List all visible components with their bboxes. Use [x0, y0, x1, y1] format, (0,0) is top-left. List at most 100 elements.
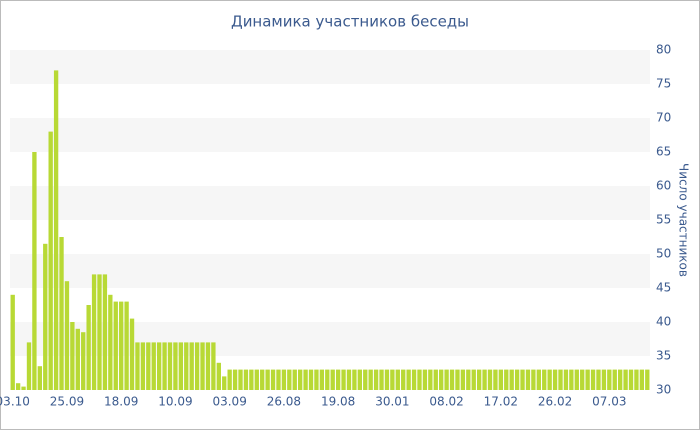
bar	[390, 369, 395, 390]
bar	[222, 376, 227, 390]
grid-band	[10, 186, 650, 220]
x-tick-label: 17.02	[484, 395, 518, 409]
bar	[70, 322, 75, 390]
bar	[287, 369, 292, 390]
y-tick-label: 80	[656, 43, 671, 57]
bar	[232, 369, 238, 390]
bar	[113, 301, 118, 390]
bar	[520, 369, 525, 390]
bar	[211, 342, 216, 390]
bar	[227, 369, 232, 390]
bar	[341, 369, 346, 390]
y-tick-label: 65	[656, 145, 671, 159]
bar	[601, 369, 607, 390]
bar	[53, 70, 59, 391]
bar	[623, 369, 628, 390]
y-tick-label: 75	[656, 77, 671, 91]
bar	[471, 369, 476, 390]
bar	[401, 369, 406, 390]
bar	[276, 369, 281, 390]
bar	[15, 383, 21, 390]
bar	[102, 274, 108, 390]
bar	[449, 369, 455, 390]
x-tick-label: 19.08	[321, 395, 355, 409]
bar	[363, 369, 368, 390]
bar	[189, 342, 194, 390]
bar	[460, 369, 466, 390]
y-tick-label: 30	[656, 383, 671, 397]
bar	[254, 369, 259, 390]
bar	[357, 369, 362, 390]
grid-band	[10, 254, 650, 288]
bar	[205, 342, 211, 390]
bar	[64, 281, 70, 390]
bar	[140, 342, 146, 390]
bar	[552, 369, 558, 390]
bar	[639, 369, 645, 390]
bar	[476, 369, 482, 390]
bar	[86, 305, 91, 390]
bar	[37, 366, 42, 390]
bar	[325, 369, 330, 390]
grid-band	[10, 50, 650, 84]
bar	[411, 369, 417, 390]
bar	[580, 369, 585, 390]
bar	[173, 342, 178, 390]
bar	[493, 369, 498, 390]
bar	[406, 369, 411, 390]
chart-title: Динамика участников беседы	[231, 13, 469, 31]
bar	[373, 369, 379, 390]
bar	[184, 342, 189, 390]
bar	[200, 342, 205, 390]
x-tick-label: 30.01	[375, 395, 409, 409]
bar	[455, 369, 460, 390]
bar	[428, 369, 433, 390]
bar	[547, 369, 552, 390]
bar	[417, 369, 422, 390]
bar	[319, 369, 325, 390]
bar	[260, 369, 265, 390]
bar	[618, 369, 623, 390]
y-axis-label: Число участников	[677, 163, 691, 277]
bar	[26, 342, 32, 390]
bar	[135, 342, 140, 390]
bar	[292, 369, 297, 390]
bar	[330, 369, 335, 390]
bar	[422, 369, 428, 390]
bar	[243, 369, 249, 390]
bar	[395, 369, 400, 390]
bar	[525, 369, 531, 390]
bar	[151, 342, 156, 390]
y-tick-label: 60	[656, 179, 671, 193]
bar	[167, 342, 173, 390]
bar	[314, 369, 319, 390]
bar	[10, 294, 15, 390]
bar	[531, 369, 536, 390]
x-tick-label: 03.09	[212, 395, 246, 409]
bar	[596, 369, 601, 390]
bar	[249, 369, 254, 390]
y-tick-label: 45	[656, 281, 671, 295]
bar	[498, 369, 504, 390]
bar	[439, 369, 444, 390]
x-tick-label: 10.09	[158, 395, 192, 409]
x-tick-label: 26.08	[267, 395, 301, 409]
bar	[270, 369, 276, 390]
bar	[216, 362, 221, 390]
bar	[43, 243, 48, 390]
bar	[542, 369, 547, 390]
y-tick-label: 35	[656, 349, 671, 363]
bar	[75, 328, 80, 390]
bar	[634, 369, 639, 390]
bar	[628, 369, 634, 390]
bar	[466, 369, 471, 390]
bar	[156, 342, 162, 390]
x-tick-label: 18.09	[104, 395, 138, 409]
bar	[487, 369, 493, 390]
grid-band	[10, 118, 650, 152]
x-tick-label: 03.10	[0, 395, 30, 409]
bar	[536, 369, 541, 390]
bar	[97, 274, 102, 390]
bar	[585, 369, 590, 390]
